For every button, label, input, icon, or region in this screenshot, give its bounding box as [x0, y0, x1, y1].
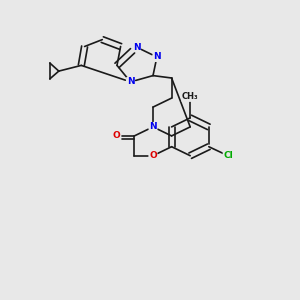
- Text: N: N: [133, 43, 140, 52]
- Text: O: O: [112, 131, 120, 140]
- Text: O: O: [149, 151, 157, 160]
- Text: Cl: Cl: [223, 151, 233, 160]
- Text: N: N: [153, 52, 161, 62]
- Text: N: N: [127, 77, 134, 86]
- Text: N: N: [149, 122, 157, 131]
- Text: CH₃: CH₃: [182, 92, 199, 101]
